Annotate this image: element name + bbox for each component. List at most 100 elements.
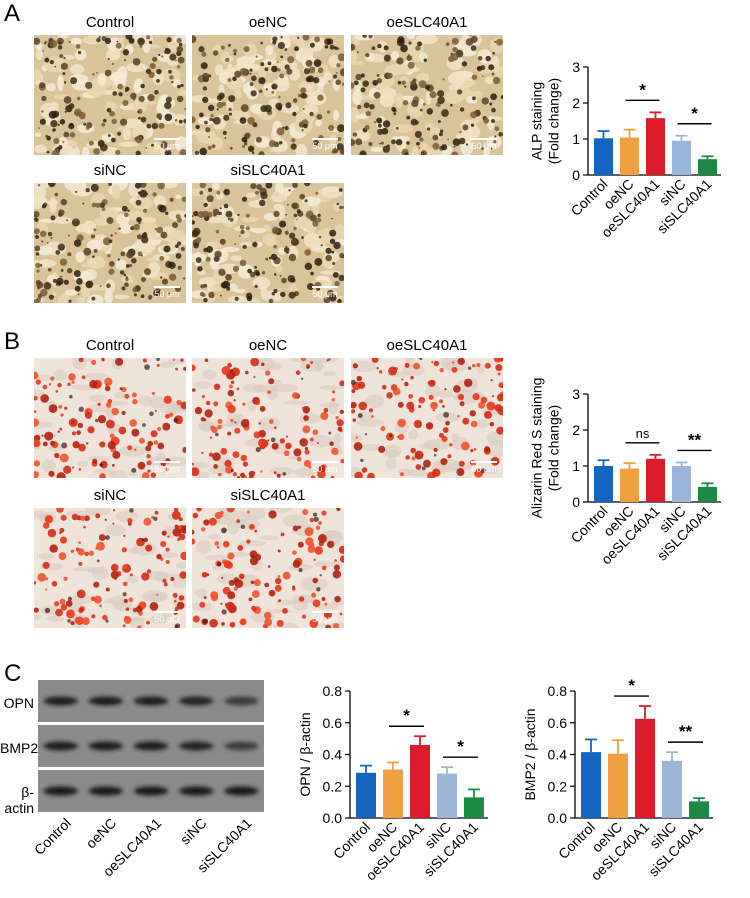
bar-sinc xyxy=(672,466,691,502)
blot-band xyxy=(224,741,259,751)
significance-label: * xyxy=(457,737,464,756)
bar-control xyxy=(594,466,613,502)
scale-bar: 50 μm xyxy=(312,286,338,299)
bar-sislc40a1 xyxy=(698,159,717,175)
alp-image-oenc: oeNC 50 μm xyxy=(192,14,344,155)
alp-micrograph xyxy=(34,183,186,303)
y-tick-label: 0.6 xyxy=(548,715,568,731)
ars-image-control: Control 50 μm xyxy=(34,337,186,478)
y-tick-label: 1 xyxy=(572,131,580,147)
scale-bar: 50 μm xyxy=(471,138,497,151)
ars-micrograph xyxy=(34,508,186,628)
alp-micrograph xyxy=(192,35,344,155)
y-tick-label: 3 xyxy=(572,386,580,402)
y-axis-label: ALP staining xyxy=(529,82,545,160)
blot-band xyxy=(133,786,169,796)
y-tick-label: 0.8 xyxy=(548,683,568,699)
significance-label: ** xyxy=(679,722,693,741)
blot-band xyxy=(179,696,214,706)
y-tick-label: 0.2 xyxy=(548,778,568,794)
blot-band xyxy=(179,786,214,796)
bar-control xyxy=(356,772,376,818)
y-tick-label: 0.0 xyxy=(548,810,568,826)
blot-row-label-beta-actin: β-actin xyxy=(4,784,34,816)
blot-band xyxy=(224,786,259,796)
scale-bar: 50 μm xyxy=(312,138,338,151)
ars-micrograph xyxy=(351,358,503,478)
bar-sinc xyxy=(662,760,682,818)
alp-image-oeslc40a1: oeSLC40A1 50 μm xyxy=(351,14,503,155)
bar-sislc40a1 xyxy=(698,486,717,502)
blot-row-label-bmp2: BMP2 xyxy=(0,740,39,756)
blot-band xyxy=(224,696,259,706)
y-tick-label: 0.8 xyxy=(323,683,343,699)
bar-oeslc40a1 xyxy=(410,744,430,818)
blot-band xyxy=(43,786,78,796)
significance-label: * xyxy=(639,80,646,99)
blot-band xyxy=(133,741,169,751)
blot-lane-label: siNC xyxy=(177,815,210,848)
blot-band xyxy=(43,741,78,751)
blot-band xyxy=(88,786,123,796)
image-title: Control xyxy=(85,14,135,31)
y-axis-label: (Fold change) xyxy=(546,405,562,491)
bar-oenc xyxy=(620,137,639,175)
image-title: oeNC xyxy=(248,337,288,354)
y-tick-label: 0 xyxy=(572,494,580,510)
bar-control xyxy=(581,752,601,818)
scale-bar: 50 μm xyxy=(154,611,180,624)
ars-micrograph xyxy=(34,358,186,478)
bar-oenc xyxy=(383,769,403,818)
y-axis-label: OPN / β-actin xyxy=(297,712,313,796)
y-axis-label: BMP2 / β-actin xyxy=(522,708,538,800)
bar-oeslc40a1 xyxy=(646,458,665,502)
panel-letter-b: B xyxy=(4,328,21,355)
y-axis-label: (Fold change) xyxy=(546,78,562,164)
panel-letter-a: A xyxy=(4,0,21,27)
ars-image-sinc: siNC 50 μm xyxy=(34,487,186,628)
y-tick-label: 0.2 xyxy=(323,778,343,794)
ars-micrograph xyxy=(192,508,344,628)
bar-sislc40a1 xyxy=(689,801,709,818)
ars-image-oeslc40a1: oeSLC40A1 50 μm xyxy=(351,337,503,478)
y-tick-label: 1 xyxy=(572,458,580,474)
image-title: siNC xyxy=(93,487,127,504)
bar-oeslc40a1 xyxy=(646,118,665,175)
alp-micrograph xyxy=(192,183,344,303)
chart-ars: 0 1 2 3 Alizarin Red S staining (Fold change)… xyxy=(529,378,721,568)
image-title: Control xyxy=(85,337,135,354)
panel-letter-c: C xyxy=(4,660,22,687)
y-tick-label: 2 xyxy=(572,422,580,438)
blot-band xyxy=(88,696,123,706)
significance-label: * xyxy=(691,104,698,123)
y-tick-label: 0 xyxy=(572,167,580,183)
y-tick-label: 3 xyxy=(572,59,580,75)
y-tick-label: 0.0 xyxy=(323,810,343,826)
blot-lane-label: oeNC xyxy=(83,815,120,852)
significance-label: * xyxy=(403,706,410,725)
blot-band xyxy=(43,696,78,706)
ars-image-sislc40a1: siSLC40A1 50 μm xyxy=(192,487,344,628)
significance-label: ns xyxy=(636,426,650,441)
blot-lane-label: Control xyxy=(31,815,74,858)
y-tick-label: 0.6 xyxy=(323,715,343,731)
bar-sislc40a1 xyxy=(464,797,484,818)
alp-micrograph xyxy=(34,35,186,155)
ars-image-oenc: oeNC 50 μm xyxy=(192,337,344,478)
bar-oeslc40a1 xyxy=(635,718,655,818)
bar-sinc xyxy=(437,773,457,818)
image-title: siSLC40A1 xyxy=(230,162,306,179)
image-title: oeSLC40A1 xyxy=(386,337,468,354)
bar-oenc xyxy=(620,468,639,502)
alp-micrograph xyxy=(351,35,503,155)
significance-label: ** xyxy=(688,430,702,449)
scale-bar: 50 μm xyxy=(471,461,497,474)
scale-bar: 50 μm xyxy=(154,286,180,299)
bar-oenc xyxy=(608,753,628,818)
ars-micrograph xyxy=(192,358,344,478)
scale-bar: 50 μm xyxy=(154,461,180,474)
scale-bar: 50 μm xyxy=(312,461,338,474)
